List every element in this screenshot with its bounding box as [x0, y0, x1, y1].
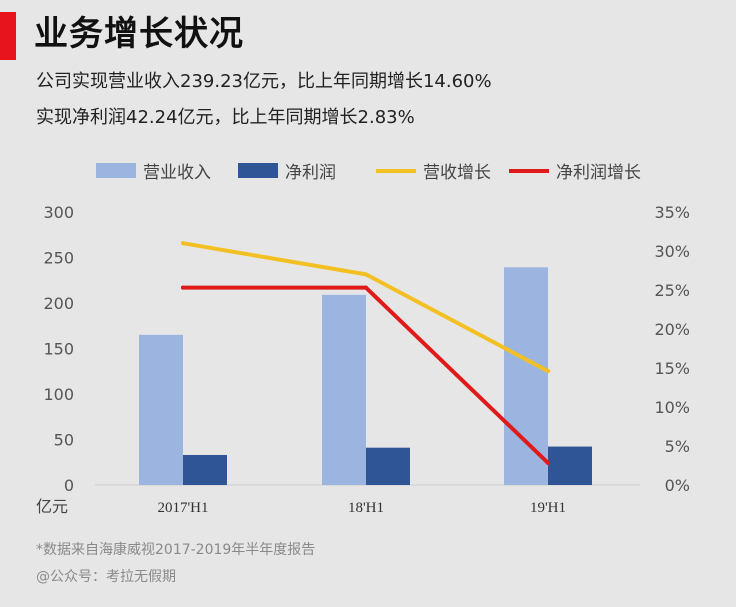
- y2-tick-label: 35%: [654, 203, 690, 222]
- y2-tick-label: 0%: [665, 476, 690, 495]
- y2-tick-label: 10%: [654, 398, 690, 417]
- y-axis-unit: 亿元: [36, 497, 68, 516]
- y-tick-label: 200: [43, 294, 74, 313]
- chart-legend: 营业收入 净利润 营收增长 净利润增长: [96, 163, 641, 183]
- account-credit: @公众号：考拉无假期: [36, 569, 176, 585]
- x-tick-label: 2017'H1: [157, 500, 208, 516]
- legend-label: 营收增长: [423, 163, 491, 183]
- y-tick-label: 0: [64, 476, 74, 495]
- y-tick-label: 50: [54, 431, 74, 450]
- profit-growth-point: [546, 460, 550, 465]
- profit-bar: [548, 446, 592, 485]
- y2-tick-label: 25%: [654, 281, 690, 300]
- profit-bar: [366, 447, 410, 485]
- x-tick-label: 18'H1: [348, 500, 384, 516]
- legend-label: 净利润增长: [556, 163, 641, 183]
- y2-tick-label: 30%: [654, 242, 690, 261]
- x-tick-label: 19'H1: [530, 500, 566, 516]
- legend-label: 净利润: [285, 163, 336, 183]
- legend-profit-swatch: [238, 163, 278, 178]
- y2-tick-label: 5%: [665, 437, 690, 456]
- revenue-growth-point: [546, 369, 550, 374]
- line-series: [181, 241, 550, 465]
- y-tick-label: 150: [43, 340, 74, 359]
- y-tick-label: 250: [43, 249, 74, 268]
- revenue-bar: [322, 294, 366, 485]
- data-source-note: *数据来自海康威视2017-2019年半年度报告: [36, 542, 316, 558]
- bar-series: [139, 267, 592, 485]
- right-axis: 0% 5% 10% 15% 20% 25% 30% 35%: [654, 203, 690, 495]
- y2-tick-label: 15%: [654, 359, 690, 378]
- profit-bar: [183, 454, 227, 485]
- revenue-bar: [504, 267, 548, 485]
- legend-label: 营业收入: [143, 163, 211, 183]
- x-axis-labels: 2017'H1 18'H1 19'H1: [157, 500, 566, 516]
- revenue-growth-point: [364, 272, 368, 277]
- y-tick-label: 100: [43, 385, 74, 404]
- profit-growth-point: [364, 285, 368, 290]
- y2-tick-label: 20%: [654, 320, 690, 339]
- profit-summary: 实现净利润42.24亿元，比上年同期增长2.83%: [36, 107, 415, 128]
- y-tick-label: 300: [43, 203, 74, 222]
- revenue-growth-point: [181, 241, 185, 246]
- revenue-summary: 公司实现营业收入239.23亿元，比上年同期增长14.60%: [36, 71, 492, 92]
- page-title: 业务增长状况: [34, 14, 244, 54]
- left-axis: 0 50 100 150 200 250 300 亿元: [36, 203, 74, 516]
- revenue-bar: [139, 334, 183, 485]
- legend-revenue-swatch: [96, 163, 136, 178]
- accent-bar: [0, 12, 16, 60]
- profit-growth-point: [181, 285, 185, 290]
